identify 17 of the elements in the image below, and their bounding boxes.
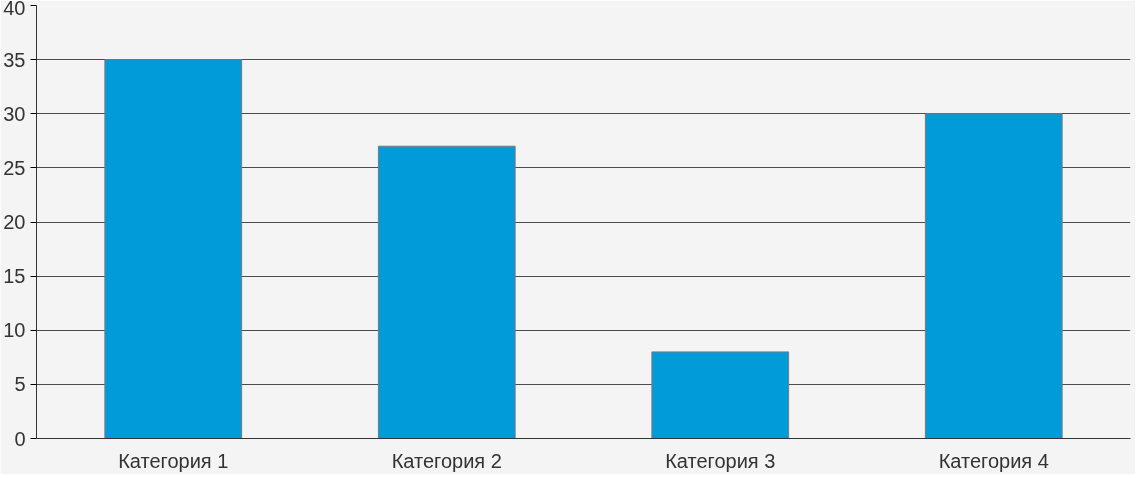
- x-tick-label: Категория 3: [665, 449, 776, 472]
- x-tick-label: Категория 1: [118, 449, 229, 472]
- y-tick-label: 40: [3, 0, 26, 19]
- x-tick-label: Категория 2: [391, 449, 502, 472]
- y-tick-label: 25: [3, 156, 26, 179]
- bar: [924, 113, 1063, 439]
- y-tick-label: 5: [14, 373, 26, 396]
- y-tick-label: 35: [3, 48, 26, 71]
- y-tick-label: 10: [3, 319, 26, 342]
- y-tick-label: 15: [3, 265, 26, 288]
- bar: [104, 59, 243, 439]
- y-tick-label: 0: [14, 427, 26, 450]
- y-tick-label: 20: [3, 211, 26, 233]
- y-tick-label: 30: [3, 102, 26, 125]
- x-tick-label: Категория 4: [938, 449, 1049, 472]
- bar: [651, 351, 790, 439]
- bar: [377, 145, 516, 439]
